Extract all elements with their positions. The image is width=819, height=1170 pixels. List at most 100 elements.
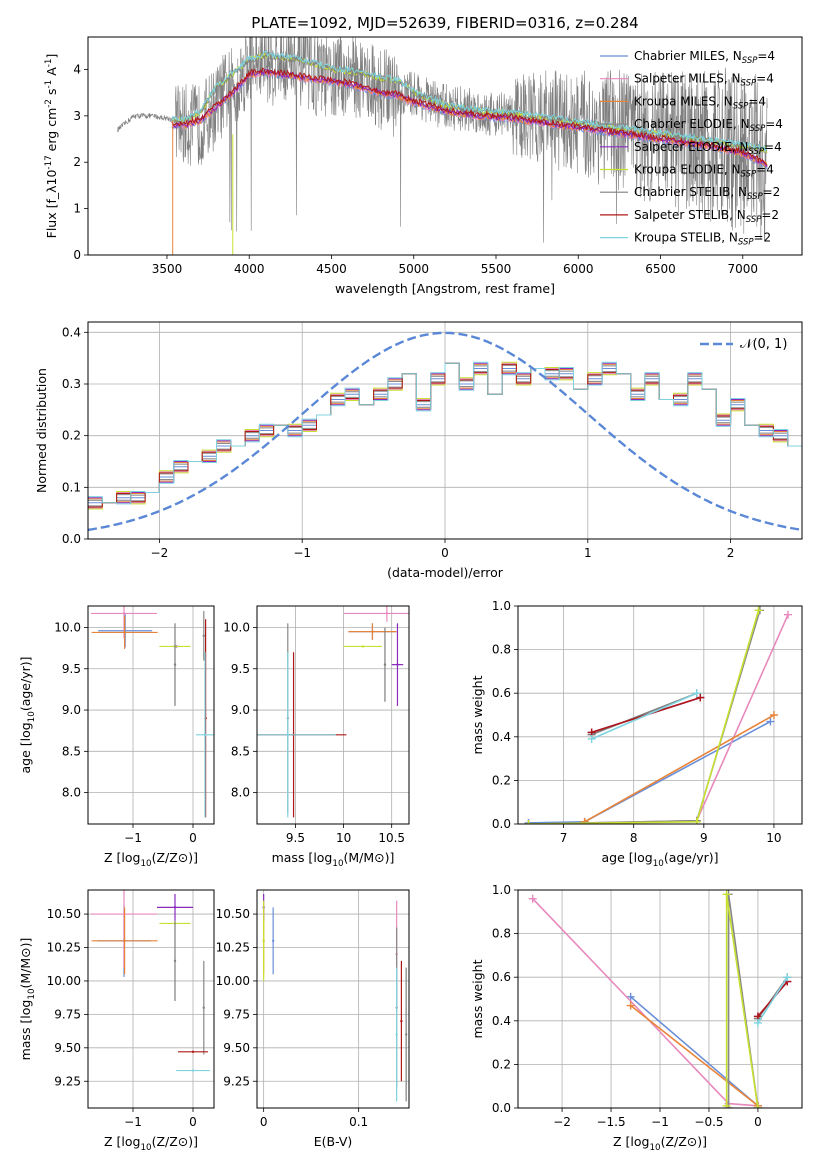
legend-label: Kroupa MILES, NSSP=4 bbox=[634, 94, 766, 111]
x-tick-label: −1 bbox=[651, 1115, 669, 1129]
x-tick-label: 4000 bbox=[234, 262, 265, 276]
x-tick-label: −0.5 bbox=[694, 1115, 723, 1129]
panel-age-vs-Z: −1 0 8.0 8.5 9.0 9.5 10.0 Z [log10​(Z/Z⊙)] age [… bbox=[18, 605, 215, 869]
data-point bbox=[203, 733, 207, 737]
plot-area bbox=[528, 890, 792, 1108]
y-tick-label: 0.2 bbox=[62, 429, 81, 443]
y-tick-label: 0.0 bbox=[62, 532, 81, 546]
legend-label: Salpeter STELIB, NSSP=2 bbox=[634, 208, 779, 225]
panel-spectrum: Chabrier MILES, NSSP=4 Salpeter MILES, NS… bbox=[44, 36, 803, 296]
weight-marker bbox=[626, 1001, 635, 1010]
y-tick-label: 0.1 bbox=[62, 480, 81, 494]
data-point bbox=[400, 1019, 403, 1023]
axes-frame bbox=[87, 36, 803, 256]
y-tick-label: 9.0 bbox=[62, 703, 81, 717]
x-tick-label: 0 bbox=[189, 831, 197, 845]
y-tick-label: 8.5 bbox=[231, 744, 250, 758]
x-axis-label: (data-model)/error bbox=[387, 565, 504, 580]
weight-marker bbox=[692, 817, 701, 824]
weight-marker bbox=[766, 717, 775, 726]
model-spectrum-6 bbox=[171, 52, 768, 152]
histogram-series-6 bbox=[88, 362, 802, 504]
y-tick-label: 0.2 bbox=[492, 773, 511, 787]
plot-area bbox=[91, 606, 214, 818]
x-tick-label: −2 bbox=[151, 546, 169, 560]
axes-frame bbox=[87, 605, 215, 825]
y-tick-label: 0.4 bbox=[492, 1014, 511, 1028]
weight-marker bbox=[580, 817, 589, 824]
x-tick-label: 7000 bbox=[728, 262, 759, 276]
panel-age-vs-mass: 9.5 10 10.5 8.0 8.5 9.0 9.5 10.0 mass [log10​(M/… bbox=[223, 605, 410, 869]
y-tick-label: 8.0 bbox=[62, 786, 81, 800]
y-tick-label: 0.6 bbox=[492, 686, 511, 700]
histogram-series-2 bbox=[88, 362, 802, 504]
x-tick-label: 8 bbox=[630, 831, 638, 845]
y-tick-label: 0.4 bbox=[492, 730, 511, 744]
normal-distribution-curve bbox=[88, 331, 802, 532]
y-tick-label: 10.50 bbox=[47, 907, 81, 921]
histogram-series-4 bbox=[88, 362, 802, 504]
data-point bbox=[396, 663, 399, 666]
data-point bbox=[262, 939, 265, 943]
data-point bbox=[271, 939, 275, 943]
histogram-series-3 bbox=[88, 362, 802, 507]
y-tick-label: 1.0 bbox=[492, 883, 511, 897]
legend: 𝒩(0, 1) bbox=[700, 337, 787, 352]
weight-marker bbox=[692, 689, 701, 698]
y-tick-label: 0.6 bbox=[492, 970, 511, 984]
x-tick-label: 9.5 bbox=[286, 831, 305, 845]
x-tick-label: 5500 bbox=[481, 262, 512, 276]
x-axis-label: age [log10​(age/yr)] bbox=[601, 850, 718, 869]
x-tick-label: 0 bbox=[441, 546, 449, 560]
y-tick-label: 9.75 bbox=[223, 1007, 250, 1021]
weight-marker bbox=[528, 894, 537, 903]
plot-area bbox=[257, 606, 409, 818]
data-point bbox=[202, 1006, 205, 1009]
weight-marker bbox=[722, 890, 731, 899]
x-tick-label: 10 bbox=[766, 831, 781, 845]
legend-label: Chabrier MILES, NSSP=4 bbox=[634, 49, 775, 66]
y-tick-label: 9.50 bbox=[223, 1041, 250, 1055]
x-tick-label: 6000 bbox=[563, 262, 594, 276]
y-tick-label: 8.5 bbox=[62, 744, 81, 758]
plot-area bbox=[117, 37, 768, 255]
y-tick-label: 10.25 bbox=[216, 941, 250, 955]
model-spectrum-4 bbox=[171, 68, 768, 168]
weight-marker bbox=[753, 1018, 762, 1027]
weight-marker bbox=[783, 610, 792, 619]
y-tick-label: 10.0 bbox=[54, 620, 81, 634]
x-tick-label: −1 bbox=[124, 1115, 142, 1129]
x-axis-label: wavelength [Angstrom, rest frame] bbox=[335, 281, 555, 296]
plot-area bbox=[262, 894, 408, 1102]
y-tick-label: 4 bbox=[73, 62, 81, 76]
x-tick-label: 10.5 bbox=[378, 831, 405, 845]
y-axis-label: mass weight bbox=[470, 675, 485, 754]
y-tick-label: 9.5 bbox=[231, 662, 250, 676]
x-axis-label: Z [log10​(Z/Z⊙)] bbox=[613, 1134, 707, 1153]
y-tick-label: 0.8 bbox=[492, 643, 511, 657]
data-point bbox=[122, 612, 126, 615]
weight-line-5 bbox=[725, 894, 759, 1108]
y-axis-label: mass [log10​(M/M⊙)] bbox=[18, 938, 37, 1061]
y-tick-label: 9.5 bbox=[62, 662, 81, 676]
weight-line-8 bbox=[591, 692, 698, 740]
x-tick-label: −1 bbox=[124, 831, 142, 845]
x-axis-label: mass [log10​(M/M⊙)] bbox=[272, 850, 395, 869]
y-tick-label: 10.25 bbox=[47, 941, 81, 955]
plot-area bbox=[91, 890, 210, 1072]
panel-mass-vs-Z: −1 0 9.25 9.50 9.75 10.00 10.25 10.50 Z [log10​(… bbox=[18, 889, 215, 1153]
weight-marker bbox=[783, 973, 792, 982]
data-point bbox=[404, 1033, 408, 1036]
weight-line-2 bbox=[584, 714, 775, 823]
panel-mass-vs-EBV: 0 0.1 9.25 9.50 9.75 10.00 10.25 10.50 E(B-V) bbox=[216, 889, 410, 1149]
x-axis-label: Z [log10​(Z/Z⊙)] bbox=[104, 850, 198, 869]
x-tick-label: 0.1 bbox=[349, 1115, 368, 1129]
y-tick-label: 0.4 bbox=[62, 325, 81, 339]
legend-label: 𝒩(0, 1) bbox=[740, 337, 787, 352]
y-tick-label: 0.3 bbox=[62, 377, 81, 391]
x-tick-label: 7 bbox=[560, 831, 568, 845]
histogram-series-5 bbox=[88, 361, 802, 510]
data-point bbox=[385, 612, 389, 615]
x-tick-label: 1 bbox=[584, 546, 592, 560]
